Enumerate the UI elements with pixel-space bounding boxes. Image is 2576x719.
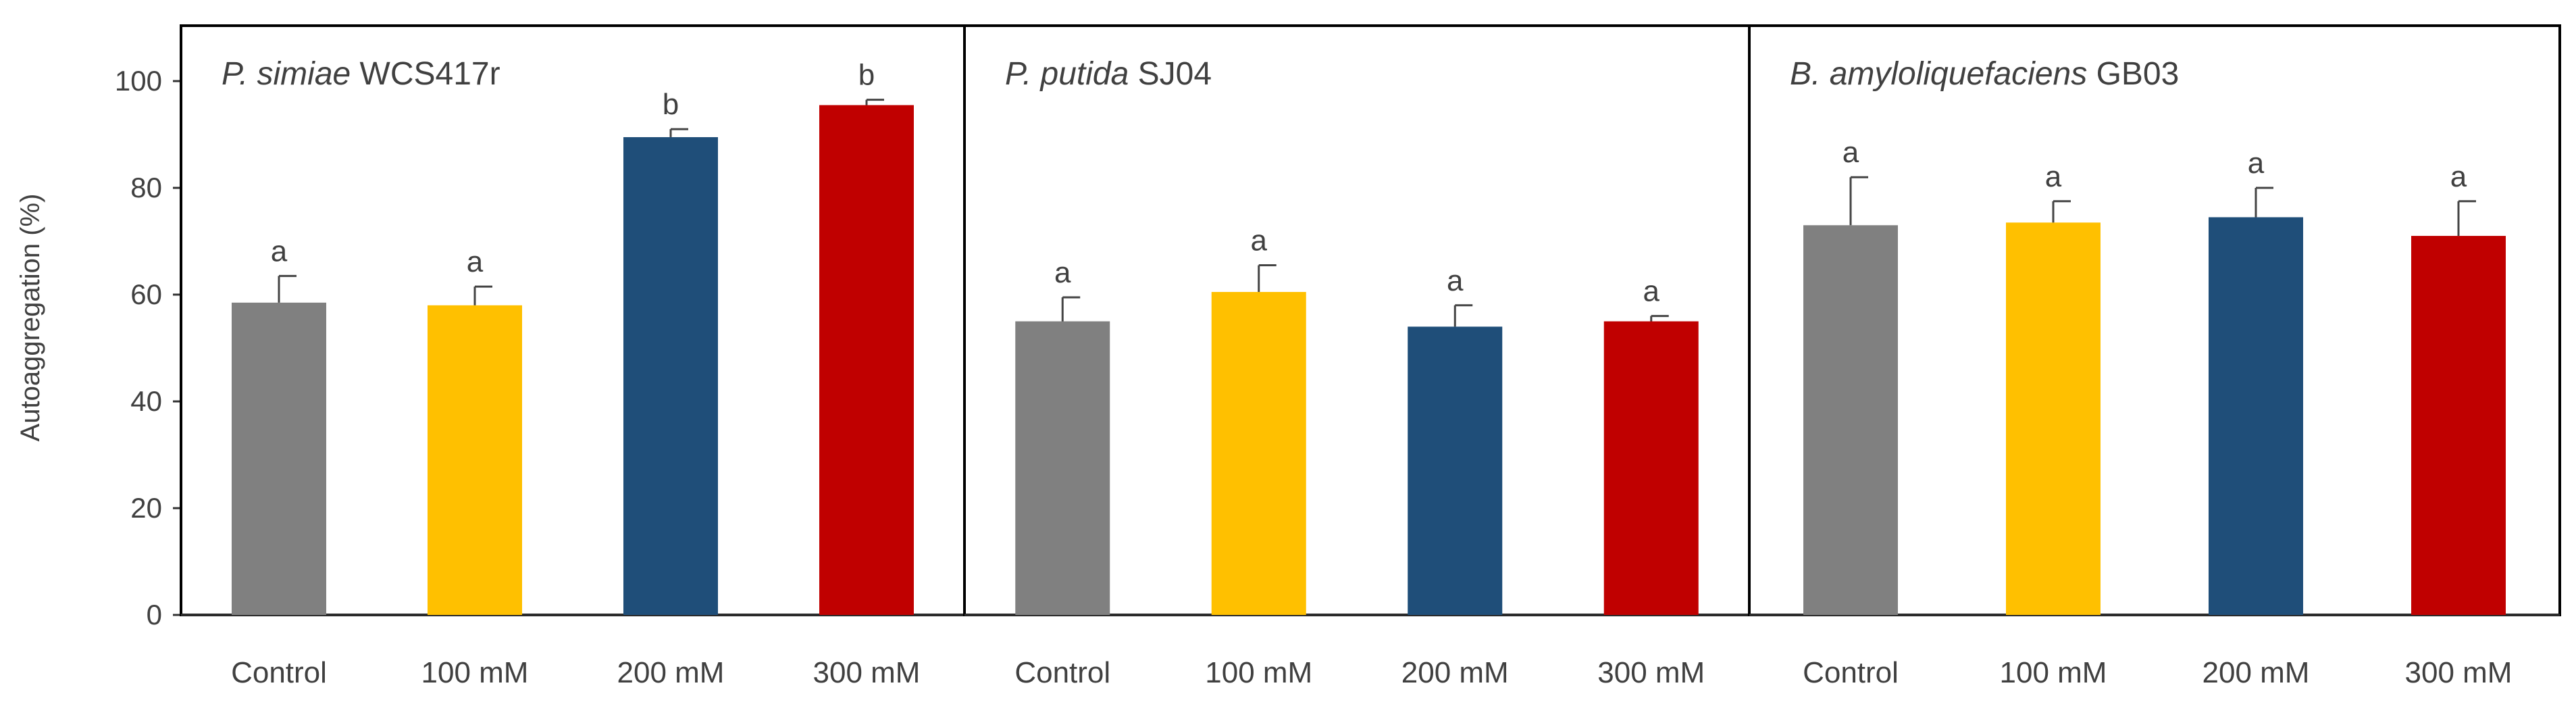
bar <box>428 305 522 615</box>
bar <box>2411 236 2506 616</box>
significance-letter: a <box>271 234 288 268</box>
y-tick-label: 0 <box>147 599 162 630</box>
bar <box>2209 217 2303 615</box>
y-tick-label: 80 <box>130 172 162 203</box>
x-tick-label: 200 mM <box>617 656 725 689</box>
significance-letter: b <box>663 88 679 121</box>
significance-letter: a <box>1447 264 1464 297</box>
x-tick-label: 100 mM <box>2000 656 2107 689</box>
x-tick-label: Control <box>231 656 327 689</box>
significance-letter: a <box>1054 256 1071 289</box>
panel-title-strain: WCS417r <box>351 56 500 92</box>
y-tick-label: 100 <box>115 65 162 97</box>
x-tick-label: 100 mM <box>421 656 529 689</box>
x-tick-label: 300 mM <box>1597 656 1705 689</box>
significance-letter: a <box>467 245 484 278</box>
y-axis-label: Autoaggregation (%) <box>16 194 45 442</box>
panels: P. simiae WCS417r a Control a 100 mM b 200 mM b… <box>180 24 2561 689</box>
significance-letter: a <box>2045 160 2062 193</box>
bar <box>232 302 326 615</box>
panel-title: P. putida SJ04 <box>1005 56 1212 92</box>
panel-title-species: P. putida <box>1005 56 1129 92</box>
y-tick-label: 20 <box>130 492 162 524</box>
bar <box>1015 321 1110 615</box>
significance-letter: a <box>1843 136 1859 169</box>
y-axis: 0 20 40 60 80 100 <box>115 65 182 630</box>
x-tick-label: Control <box>1014 656 1110 689</box>
x-tick-label: 200 mM <box>1401 656 1509 689</box>
panel-title-strain: SJ04 <box>1129 56 1212 92</box>
panel-1: P. simiae WCS417r a Control a 100 mM b 200 mM b… <box>180 24 966 689</box>
significance-letter: a <box>2248 147 2265 180</box>
x-tick-label: 300 mM <box>2405 656 2513 689</box>
bar <box>1603 321 1699 615</box>
bar <box>1211 292 1306 615</box>
bar <box>2006 222 2101 616</box>
panel-title: P. simiae WCS417r <box>222 56 500 92</box>
panel-title-species: P. simiae <box>222 56 351 92</box>
y-tick-label: 60 <box>130 278 162 310</box>
x-tick-label: 200 mM <box>2203 656 2310 689</box>
panel-2: P. putida SJ04 a Control a 100 mM a 200 mM a 300… <box>963 24 1751 689</box>
panel-title-species: B. amyloliquefaciens <box>1790 56 2087 92</box>
bar <box>1408 326 1503 615</box>
panel-3: B. amyloliquefaciens GB03 a Control a 100 mM… <box>1748 24 2561 689</box>
bar <box>819 105 914 616</box>
x-tick-label: 300 mM <box>813 656 921 689</box>
panel-title: B. amyloliquefaciens GB03 <box>1790 56 2179 92</box>
x-tick-label: Control <box>1803 656 1899 689</box>
y-tick-label: 40 <box>130 385 162 417</box>
significance-letter: a <box>1251 224 1268 257</box>
bar <box>1803 225 1898 615</box>
x-tick-label: 100 mM <box>1205 656 1312 689</box>
significance-letter: a <box>1643 275 1660 308</box>
panel-title-strain: GB03 <box>2087 56 2179 92</box>
significance-letter: b <box>858 59 875 92</box>
significance-letter: a <box>2450 160 2467 193</box>
bar <box>623 137 718 615</box>
